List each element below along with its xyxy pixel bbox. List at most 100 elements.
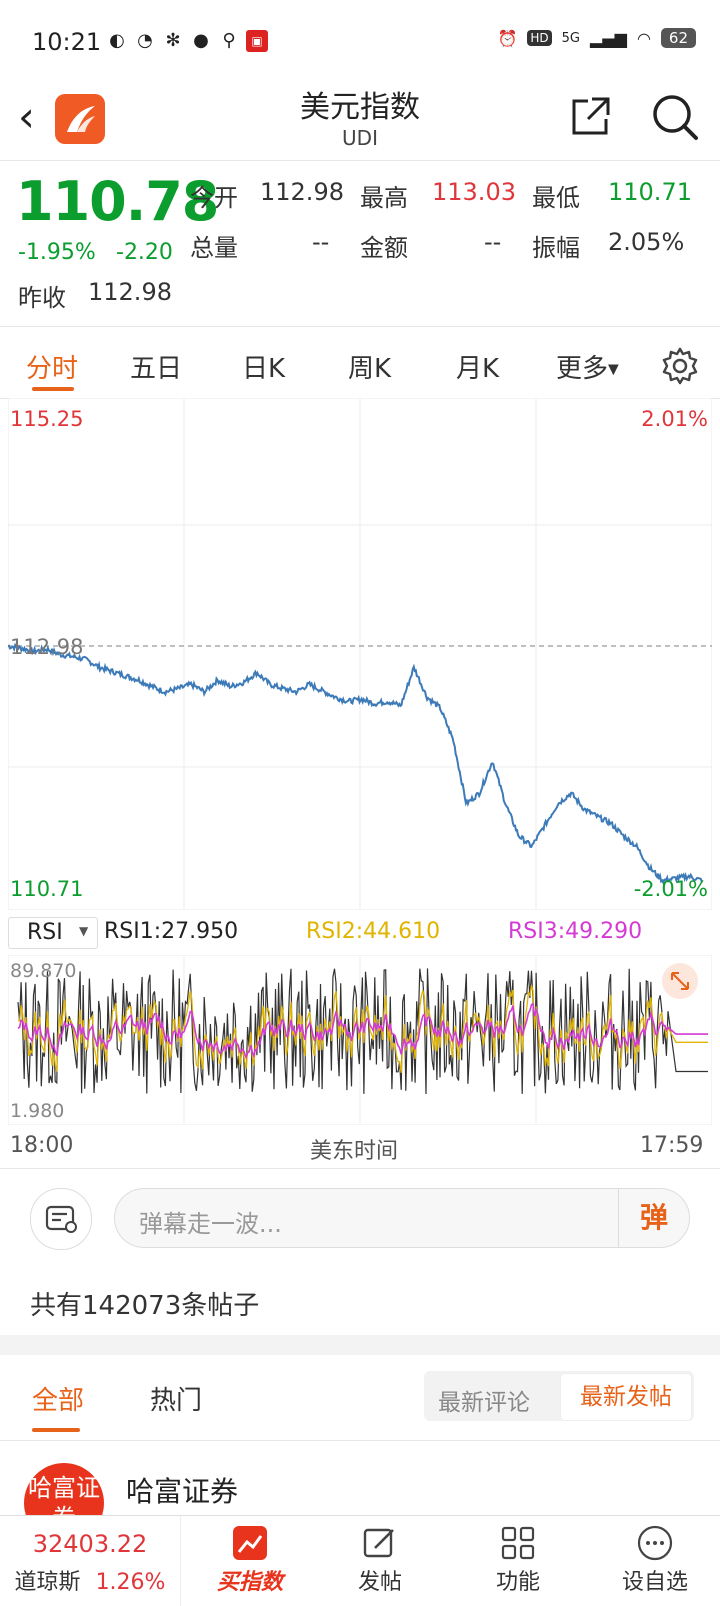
function-button[interactable]: 功能 [468, 1516, 568, 1606]
send-danmaku-button[interactable]: 弹 [618, 1189, 689, 1247]
divider [0, 326, 720, 327]
rsi3-series-line [17, 1002, 708, 1060]
danmaku-settings-icon [45, 1205, 77, 1233]
danmaku-settings-button[interactable] [30, 1188, 92, 1250]
notification-icon: ◐ [109, 30, 125, 51]
status-app-icons: ◐ ◔ ✻ ● ⚲ ▣ [106, 30, 268, 52]
indicator-selector[interactable]: RSI ▼ [8, 917, 98, 949]
rsi-y-top-label: 89.870 [10, 960, 76, 982]
rsi-y-bottom-label: 1.980 [10, 1100, 64, 1122]
chart-period-tabs: 分时 五日 日K 周K 月K 更多▼ [0, 330, 720, 398]
post-label: 发帖 [357, 1570, 402, 1595]
status-bar: 10:21 ◐ ◔ ✻ ● ⚲ ▣ ⏰ HD 5G ▂▄▆ ◠ 62 [0, 0, 720, 80]
sort-toggle: 最新评论 最新发帖 [424, 1371, 694, 1421]
y-mid-label: 112.98 [10, 635, 83, 659]
notification-icon: ✻ [165, 30, 181, 51]
x-timezone-label: 美东时间 [310, 1139, 399, 1164]
function-label: 功能 [495, 1570, 540, 1595]
app-badge-icon: ▣ [246, 30, 268, 52]
status-right: ⏰ HD 5G ▂▄▆ ◠ 62 [497, 28, 696, 48]
danmaku-placeholder: 弹幕走一波... [139, 1210, 282, 1238]
alarm-icon: ⏰ [497, 28, 518, 48]
poster-name[interactable]: 哈富证券 [126, 1475, 239, 1508]
search-icon[interactable] [650, 92, 700, 142]
page-subtitle: UDI [342, 126, 378, 150]
x-end-label: 17:59 [640, 1133, 704, 1158]
x-start-label: 18:00 [10, 1133, 74, 1158]
add-watchlist-button[interactable]: 设自选 [600, 1516, 710, 1606]
tab-more-label: 更多 [556, 354, 609, 384]
danmaku-input[interactable]: 弹幕走一波... 弹 [114, 1188, 690, 1248]
expand-chart-icon[interactable] [662, 963, 698, 999]
app-logo-icon[interactable] [55, 94, 105, 144]
section-separator [0, 1335, 720, 1355]
message-icon: ● [193, 30, 209, 51]
caret-down-icon: ▼ [608, 361, 619, 378]
tab-five-day[interactable]: 五日 [130, 354, 183, 384]
prev-close-label: 昨收 [18, 284, 66, 312]
open-label: 今开 [190, 184, 238, 212]
gear-icon[interactable] [660, 346, 700, 386]
amplitude-label: 振幅 [532, 234, 580, 262]
price-series-line [8, 642, 703, 885]
index-value: 32403.22 [32, 1530, 148, 1558]
tab-hot-posts[interactable]: 热门 [150, 1386, 203, 1416]
share-icon[interactable] [568, 95, 612, 139]
grid-apps-icon [501, 1526, 535, 1560]
status-time: 10:21 [32, 28, 102, 56]
tab-daily-k[interactable]: 日K [242, 354, 286, 384]
battery-icon: 62 [660, 28, 696, 48]
chart-grid [8, 398, 712, 910]
rsi-chart[interactable]: 89.870 1.980 [8, 955, 712, 1125]
trend-chart-icon [233, 1526, 267, 1560]
rsi1-series-line [17, 968, 708, 1095]
post-button[interactable]: 发帖 [330, 1516, 430, 1606]
y-top-label: 115.25 [10, 407, 83, 431]
amount-label: 金额 [360, 234, 408, 262]
wifi-icon: ◠ [636, 28, 651, 48]
buy-index-button[interactable]: 买指数 [190, 1516, 310, 1606]
intraday-chart[interactable]: 115.25 112.98 110.71 2.01% -2.01% [8, 398, 712, 910]
buy-index-label: 买指数 [216, 1570, 283, 1595]
sort-latest-comment[interactable]: 最新评论 [438, 1390, 530, 1416]
back-button[interactable]: ‹ [18, 92, 35, 141]
current-price: 110.78 [16, 170, 219, 233]
network-label: 5G [561, 30, 581, 46]
index-name: 道琼斯 [14, 1570, 81, 1595]
bottom-navigation: 32403.22 道琼斯 1.26% 买指数 发帖 功能 [0, 1515, 720, 1606]
low-value: 110.71 [608, 178, 692, 206]
prev-close-value: 112.98 [88, 278, 172, 306]
high-value: 113.03 [432, 178, 516, 206]
high-label: 最高 [360, 184, 408, 212]
change-percent: -1.95% [18, 240, 96, 265]
more-dots-icon [637, 1525, 673, 1561]
divider [0, 1440, 720, 1441]
page-title: 美元指数 [300, 90, 420, 125]
rsi3-label: RSI3:49.290 [508, 919, 643, 944]
notification-icon: ◔ [137, 30, 153, 51]
pct-top-label: 2.01% [641, 407, 708, 431]
signal-icon: ▂▄▆ [590, 28, 627, 48]
volume-label: 总量 [190, 234, 238, 262]
index-ticker[interactable]: 32403.22 道琼斯 1.26% [0, 1516, 181, 1606]
active-tab-indicator [32, 387, 74, 391]
y-bottom-label: 110.71 [10, 877, 83, 901]
open-value: 112.98 [260, 178, 344, 206]
tab-more[interactable]: 更多▼ [556, 348, 619, 385]
tab-monthly-k[interactable]: 月K [456, 354, 500, 384]
change-value: -2.20 [116, 240, 173, 265]
rsi2-label: RSI2:44.610 [306, 919, 441, 944]
tab-all-posts[interactable]: 全部 [32, 1386, 85, 1416]
pct-bottom-label: -2.01% [634, 877, 708, 901]
indicator-name: RSI [27, 920, 63, 945]
amount-value: -- [484, 228, 502, 256]
index-percent: 1.26% [95, 1570, 166, 1595]
tab-intraday[interactable]: 分时 [26, 354, 79, 384]
caret-down-icon: ▼ [79, 924, 89, 938]
hd-badge: HD [527, 30, 552, 46]
tab-weekly-k[interactable]: 周K [348, 354, 392, 384]
amplitude-value: 2.05% [608, 228, 685, 256]
sort-latest-post[interactable]: 最新发帖 [560, 1373, 692, 1421]
edit-icon [363, 1528, 394, 1558]
low-label: 最低 [532, 184, 580, 212]
